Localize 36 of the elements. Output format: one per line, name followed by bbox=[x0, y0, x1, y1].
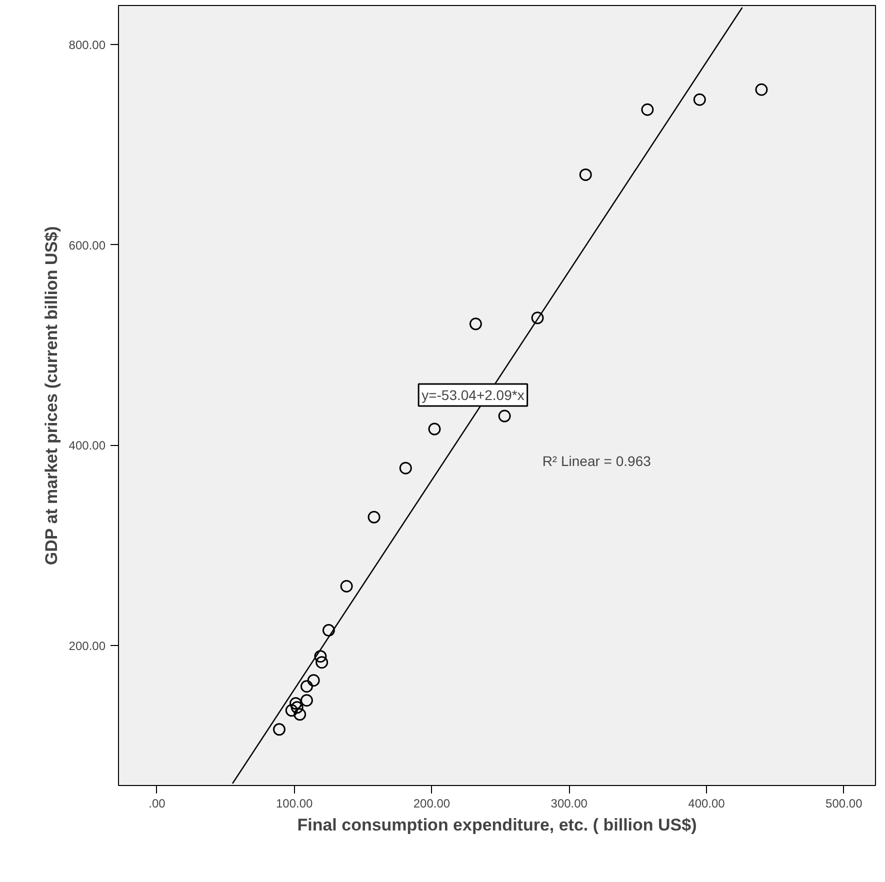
y-tick-label: 200.00 bbox=[68, 638, 106, 653]
annotation: y=-53.04+2.09*x bbox=[422, 387, 524, 403]
x-tick-label: 400.00 bbox=[688, 796, 726, 810]
x-tick-label: 100.00 bbox=[276, 796, 314, 810]
point bbox=[289, 697, 302, 710]
point bbox=[498, 410, 511, 422]
point bbox=[290, 701, 304, 714]
y-axis-title: GDP at market prices (current billion US$) bbox=[42, 226, 61, 566]
y-tick-label: 800.00 bbox=[68, 38, 106, 52]
point bbox=[340, 580, 353, 592]
point bbox=[300, 680, 313, 693]
point bbox=[755, 83, 768, 96]
x-tick-label: 300.00 bbox=[550, 796, 588, 810]
point bbox=[322, 624, 335, 637]
point bbox=[579, 168, 592, 181]
point bbox=[469, 318, 482, 330]
point bbox=[294, 708, 306, 721]
point bbox=[428, 422, 441, 436]
point bbox=[314, 650, 327, 663]
point bbox=[316, 656, 328, 669]
x-tick-label: .00 bbox=[148, 796, 166, 810]
x-axis-title: Final consumption expenditure, etc. ( billion US$) bbox=[297, 816, 697, 834]
point bbox=[531, 312, 544, 324]
point bbox=[693, 93, 706, 106]
x-tick-label: 200.00 bbox=[413, 796, 450, 810]
x-tick-label: 500.00 bbox=[826, 796, 863, 810]
point bbox=[368, 510, 380, 524]
point bbox=[300, 694, 313, 707]
point bbox=[272, 723, 286, 736]
y-tick-label: 600.00 bbox=[68, 238, 106, 252]
point bbox=[641, 103, 654, 116]
annotation: R² Linear = 0.963 bbox=[542, 453, 652, 470]
y-tick-label: 400.00 bbox=[68, 438, 106, 453]
point bbox=[399, 462, 412, 474]
point bbox=[307, 674, 320, 687]
point bbox=[285, 704, 298, 717]
